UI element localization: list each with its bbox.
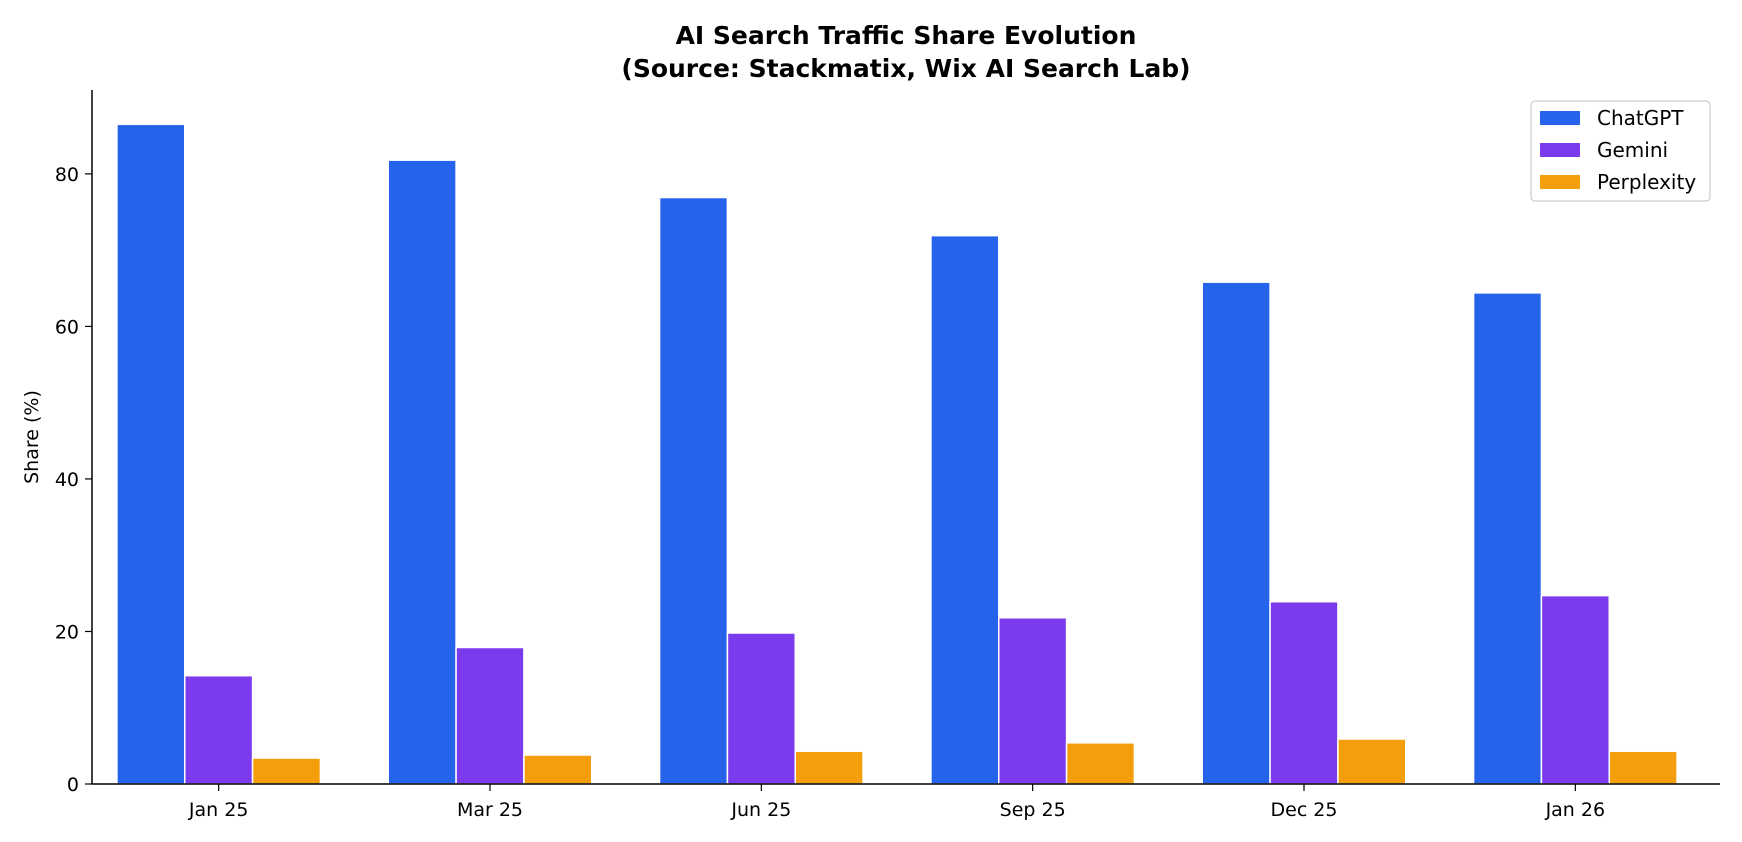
bar-chatgpt-sep-25 bbox=[930, 234, 1000, 785]
x-tick-label-jan-26: Jan 26 bbox=[1545, 799, 1606, 821]
y-tick-label-40: 40 bbox=[55, 469, 79, 491]
chart-title-group: AI Search Traffic Share Evolution (Sourc… bbox=[621, 21, 1190, 83]
x-axis-ticks: Jan 25 Mar 25 Jun 25 Sep 25 Dec 25 Jan 26 bbox=[188, 784, 1605, 821]
legend-label-chatgpt: ChatGPT bbox=[1597, 106, 1684, 130]
bar-gemini-mar-25 bbox=[455, 646, 525, 785]
y-axis-ticks: 0 20 40 60 80 bbox=[55, 164, 92, 796]
bar-perplexity-sep-25 bbox=[1065, 742, 1136, 785]
x-tick-label-dec-25: Dec 25 bbox=[1271, 799, 1338, 821]
x-tick-label-mar-25: Mar 25 bbox=[457, 799, 523, 821]
y-tick-label-0: 0 bbox=[67, 774, 79, 796]
y-axis-label: Share (%) bbox=[21, 390, 43, 484]
legend-item-gemini: Gemini bbox=[1540, 138, 1668, 162]
bar-gemini-sep-25 bbox=[998, 617, 1068, 785]
bar-perplexity-dec-25 bbox=[1337, 738, 1407, 785]
chart-subtitle: (Source: Stackmatix, Wix AI Search Lab) bbox=[621, 54, 1190, 83]
x-tick-label-jun-25: Jun 25 bbox=[730, 799, 791, 821]
bar-perplexity-jan-26 bbox=[1608, 750, 1678, 785]
bar-chatgpt-jan-26 bbox=[1472, 292, 1543, 785]
y-tick-label-80: 80 bbox=[55, 164, 79, 186]
bar-perplexity-mar-25 bbox=[523, 754, 593, 785]
bar-chatgpt-dec-25 bbox=[1201, 281, 1271, 785]
bar-gemini-jun-25 bbox=[726, 632, 796, 785]
bar-gemini-dec-25 bbox=[1269, 600, 1339, 785]
bar-perplexity-jun-25 bbox=[794, 750, 864, 785]
chart-title: AI Search Traffic Share Evolution bbox=[676, 21, 1137, 50]
bar-chatgpt-jan-25 bbox=[116, 123, 186, 785]
y-tick-label-20: 20 bbox=[55, 621, 79, 643]
legend-swatch-gemini bbox=[1540, 143, 1580, 157]
bar-gemini-jan-25 bbox=[184, 674, 254, 785]
bars-group bbox=[116, 123, 1678, 785]
bar-gemini-jan-26 bbox=[1540, 594, 1611, 785]
legend-swatch-chatgpt bbox=[1540, 111, 1580, 125]
x-tick-label-jan-25: Jan 25 bbox=[188, 799, 249, 821]
y-tick-label-60: 60 bbox=[55, 316, 79, 338]
legend: ChatGPT Gemini Perplexity bbox=[1530, 100, 1711, 202]
legend-label-gemini: Gemini bbox=[1597, 138, 1668, 162]
bar-perplexity-jan-25 bbox=[251, 757, 322, 785]
bar-chatgpt-jun-25 bbox=[658, 196, 729, 785]
legend-item-perplexity: Perplexity bbox=[1540, 170, 1696, 194]
legend-swatch-perplexity bbox=[1540, 175, 1580, 189]
bar-chatgpt-mar-25 bbox=[387, 159, 457, 785]
x-tick-label-sep-25: Sep 25 bbox=[1000, 799, 1066, 821]
legend-item-chatgpt: ChatGPT bbox=[1540, 106, 1684, 130]
legend-label-perplexity: Perplexity bbox=[1597, 170, 1696, 194]
